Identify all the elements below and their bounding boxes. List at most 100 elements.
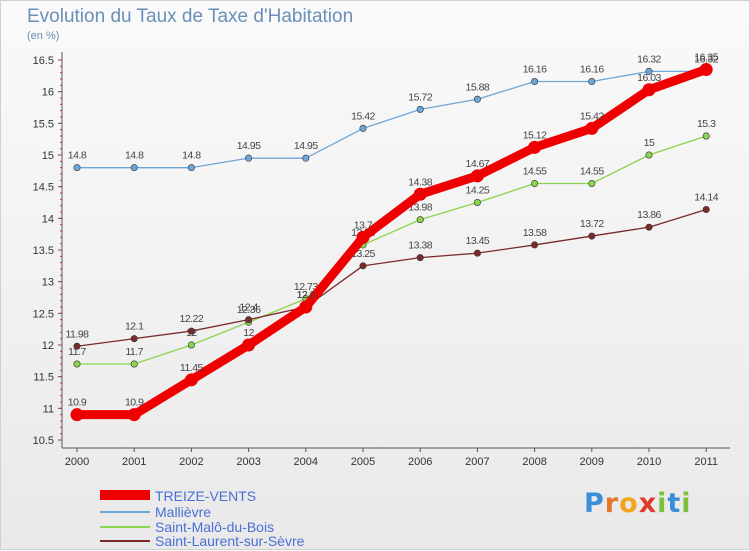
x-tick-label: 2002 (179, 456, 203, 468)
y-tick-label: 15.5 (33, 118, 54, 130)
y-tick-label: 13 (42, 277, 54, 289)
data-point (359, 262, 367, 270)
logo-letter: r (604, 488, 620, 519)
data-label: 12.4 (239, 302, 258, 314)
data-label: 15.42 (351, 110, 375, 122)
y-tick-label: 16.5 (33, 55, 54, 67)
data-label: 16.16 (580, 64, 604, 76)
data-label: 12.22 (180, 313, 204, 325)
y-tick-label: 16 (42, 87, 54, 99)
y-tick-label: 11.5 (33, 372, 54, 384)
legend-swatch (100, 526, 150, 528)
data-label: 11.45 (180, 362, 204, 374)
data-label: 14.95 (237, 140, 261, 152)
legend-swatch (100, 511, 150, 513)
data-point (299, 300, 313, 314)
data-point (473, 199, 481, 207)
data-label: 13.86 (637, 209, 661, 221)
chart-subtitle: (en %) (27, 30, 60, 42)
data-point (531, 241, 539, 249)
data-label: 16.35 (694, 52, 718, 64)
data-point (531, 180, 539, 188)
data-label: 16.16 (523, 64, 547, 76)
data-label: 16.03 (637, 72, 661, 84)
data-point (187, 164, 195, 172)
data-point (585, 121, 599, 135)
data-point (473, 95, 481, 103)
data-point (531, 78, 539, 86)
data-point (73, 360, 81, 368)
series-line (72, 65, 711, 420)
data-label: 15.12 (523, 129, 547, 141)
logo-letter: t (667, 488, 682, 519)
proxiti-logo: Proxiti (584, 488, 692, 519)
data-point (73, 164, 81, 172)
data-point (645, 223, 653, 231)
data-label: 14.8 (182, 150, 201, 162)
data-label: 15 (644, 137, 655, 149)
x-tick-label: 2010 (637, 456, 661, 468)
data-point (642, 83, 656, 97)
logo-letter: i (681, 488, 692, 519)
data-point (416, 105, 424, 113)
y-tick-label: 12 (42, 340, 54, 352)
data-point (356, 230, 370, 244)
data-point (473, 249, 481, 257)
data-point (70, 408, 84, 422)
data-point (302, 154, 310, 162)
data-point (470, 169, 484, 183)
data-label: 14.67 (466, 158, 490, 170)
data-label: 13.45 (466, 235, 490, 247)
data-label: 14.55 (523, 166, 547, 178)
data-point (702, 205, 710, 213)
y-tick-label: 11 (43, 403, 54, 415)
legend-swatch (100, 540, 150, 542)
data-label: 13.7 (354, 219, 373, 231)
data-point (416, 216, 424, 224)
data-point (588, 180, 596, 188)
data-label: 13.38 (408, 240, 432, 252)
x-tick-label: 2011 (694, 456, 718, 468)
data-point (187, 327, 195, 335)
data-point (645, 151, 653, 159)
data-label: 11.98 (66, 328, 90, 340)
data-point (645, 67, 653, 75)
series-line (76, 208, 707, 347)
data-point (242, 338, 256, 352)
legend-label: Saint-Laurent-sur-Sèvre (155, 533, 305, 549)
data-label: 14.25 (466, 185, 490, 197)
data-label: 10.9 (125, 397, 144, 409)
logo-letter: x (638, 488, 658, 519)
series-line (76, 70, 707, 169)
data-point (528, 140, 542, 154)
chart-title: Evolution du Taux de Taxe d'Habitation (27, 6, 354, 27)
data-label: 14.8 (125, 150, 144, 162)
data-point (245, 154, 253, 162)
logo-letter: o (619, 488, 639, 519)
data-label: 15.42 (580, 110, 604, 122)
data-point (416, 254, 424, 262)
legend-label: TREIZE-VENTS (155, 488, 257, 504)
x-tick-label: 2005 (351, 456, 375, 468)
legend-label: Saint-Malô-du-Bois (155, 519, 275, 535)
data-point (245, 316, 253, 324)
x-tick-label: 2001 (122, 456, 146, 468)
y-tick-label: 13.5 (33, 245, 54, 257)
data-label: 14.55 (580, 166, 604, 178)
legend-label: Mallièvre (155, 504, 212, 520)
data-point (130, 360, 138, 368)
legend-swatch (100, 490, 150, 500)
data-label: 12.1 (125, 321, 144, 333)
data-label: 12.73 (294, 281, 318, 293)
data-label: 12.6 (297, 289, 316, 301)
y-tick-label: 10.5 (33, 435, 54, 447)
x-tick-label: 2007 (465, 456, 489, 468)
series-line (76, 135, 707, 365)
data-point (588, 78, 596, 86)
data-label: 13.98 (408, 202, 432, 214)
data-label: 10.9 (68, 397, 87, 409)
x-tick-label: 2003 (236, 456, 260, 468)
x-tick-label: 2004 (294, 456, 318, 468)
data-label: 11.7 (68, 346, 86, 358)
